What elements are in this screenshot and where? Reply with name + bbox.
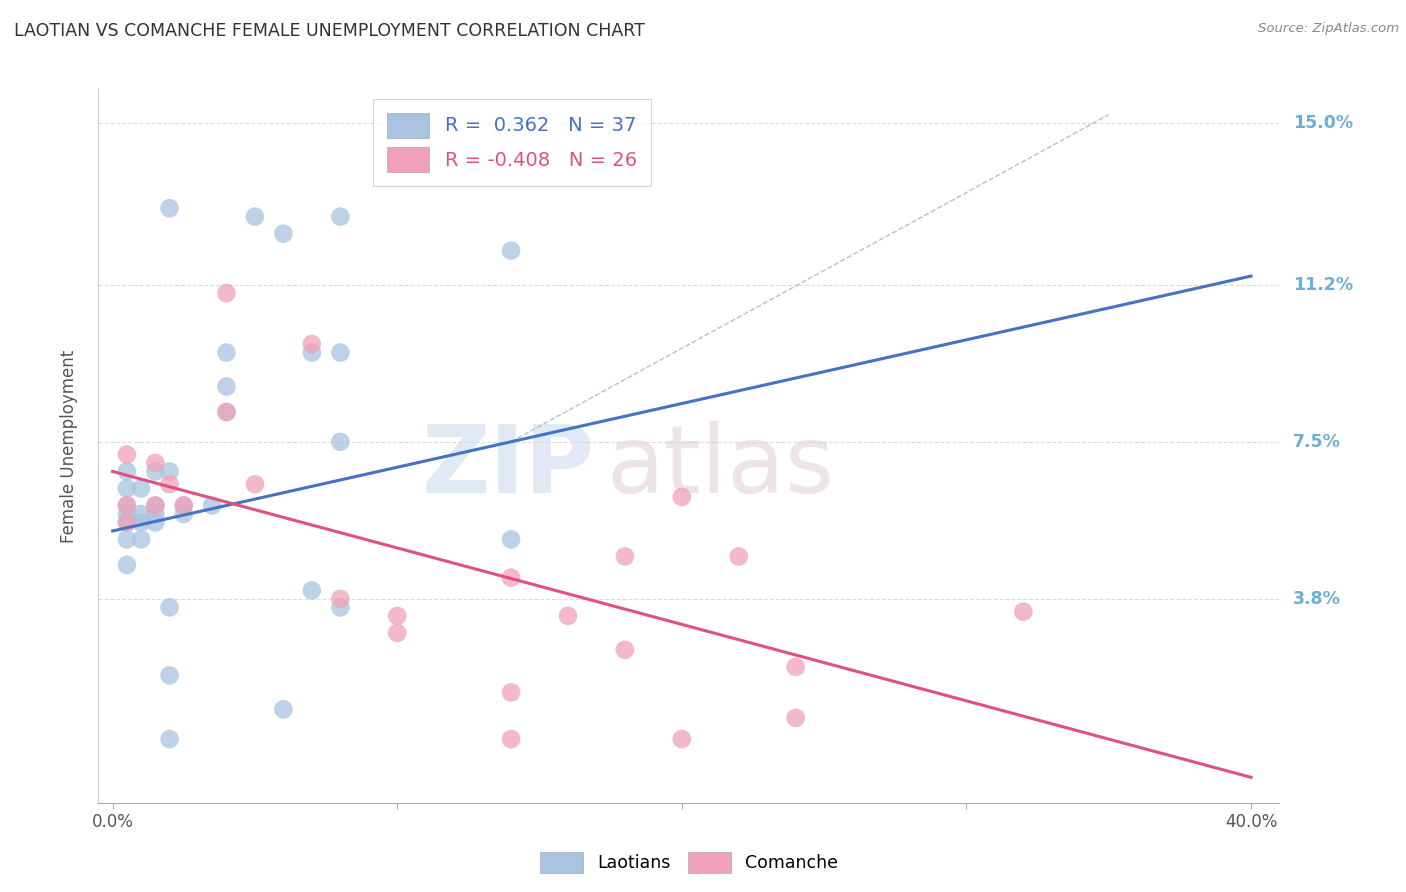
Point [499,533,522,547]
Point [301,583,323,598]
Point [115,482,138,496]
Point [115,499,138,513]
Point [201,499,224,513]
Point [173,507,195,521]
Point [159,201,181,215]
Point [115,533,138,547]
Point [115,465,138,479]
Point [143,516,166,530]
Text: 3.8%: 3.8% [1294,590,1341,608]
Point [215,405,238,419]
Point [387,626,409,640]
Point [115,499,138,513]
Point [671,490,693,504]
Point [159,600,181,615]
Point [785,711,807,725]
Point [1012,605,1035,619]
Point [215,345,238,359]
Point [173,499,195,513]
Point [243,477,266,491]
Point [129,507,152,521]
Point [785,660,807,674]
Point [557,608,579,623]
Y-axis label: Female Unemployment: Female Unemployment [59,350,77,542]
Text: 7.5%: 7.5% [1294,433,1341,450]
Point [143,499,166,513]
Point [273,702,295,716]
Point [329,600,352,615]
Point [329,434,352,449]
Legend: Laotians, Comanche: Laotians, Comanche [533,845,845,880]
Point [143,499,166,513]
Text: 15.0%: 15.0% [1294,114,1354,132]
Point [499,685,522,699]
Point [499,732,522,747]
Point [129,533,152,547]
Point [301,337,323,351]
Point [115,507,138,521]
Point [115,516,138,530]
Point [215,379,238,393]
Point [215,405,238,419]
Point [115,448,138,462]
Point [329,591,352,606]
Point [329,210,352,224]
Point [215,286,238,301]
Point [115,516,138,530]
Point [173,499,195,513]
Point [143,507,166,521]
Point [143,456,166,470]
Point [115,558,138,572]
Point [671,732,693,747]
Point [499,571,522,585]
Point [143,465,166,479]
Text: 11.2%: 11.2% [1294,276,1354,293]
Text: LAOTIAN VS COMANCHE FEMALE UNEMPLOYMENT CORRELATION CHART: LAOTIAN VS COMANCHE FEMALE UNEMPLOYMENT … [14,22,645,40]
Point [129,516,152,530]
Point [613,549,636,564]
Point [243,210,266,224]
Point [159,732,181,747]
Point [159,668,181,682]
Point [301,345,323,359]
Text: Source: ZipAtlas.com: Source: ZipAtlas.com [1258,22,1399,36]
Text: atlas: atlas [606,421,835,514]
Point [159,477,181,491]
Point [329,345,352,359]
Text: ZIP: ZIP [422,421,595,514]
Point [727,549,749,564]
Point [273,227,295,241]
Point [159,465,181,479]
Point [499,244,522,258]
Point [613,643,636,657]
Point [129,482,152,496]
Point [387,608,409,623]
